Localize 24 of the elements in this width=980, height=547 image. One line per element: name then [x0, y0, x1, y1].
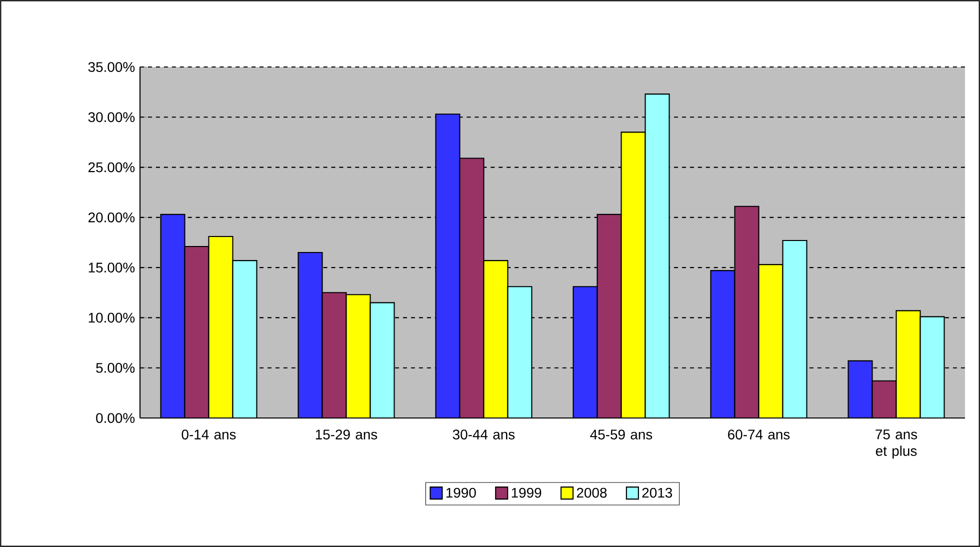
y-tick-label: 30.00%: [88, 112, 135, 122]
bar: [208, 236, 233, 418]
y-tick-label: 25.00%: [88, 162, 135, 172]
x-tick-label: 15-29 ans: [316, 430, 378, 440]
x-tick-label: 0-14 ans: [182, 430, 236, 440]
y-tick-label: 0.00%: [96, 413, 135, 423]
x-tick-label: 30-44 ans: [452, 430, 515, 440]
legend-label: 1990: [446, 488, 476, 498]
legend-label: 2008: [576, 488, 607, 498]
y-tick-label: 20.00%: [88, 212, 135, 222]
bar: [758, 264, 783, 418]
y-tick-label: 10.00%: [88, 312, 135, 323]
x-tick-label: 75 ans et plus: [876, 430, 918, 459]
bar: [484, 260, 508, 418]
y-tick-label: 5.00%: [96, 362, 135, 373]
legend-label: 2013: [642, 488, 672, 498]
bar: [621, 132, 646, 418]
bar: [896, 310, 921, 418]
y-tick-label: 15.00%: [88, 262, 135, 273]
bar: [346, 294, 370, 418]
x-tick-label: 45-59 ans: [590, 430, 652, 440]
x-tick-label: 60-74 ans: [728, 430, 790, 440]
legend-label: 1999: [512, 488, 542, 498]
y-tick-label: 35.00%: [88, 62, 135, 72]
